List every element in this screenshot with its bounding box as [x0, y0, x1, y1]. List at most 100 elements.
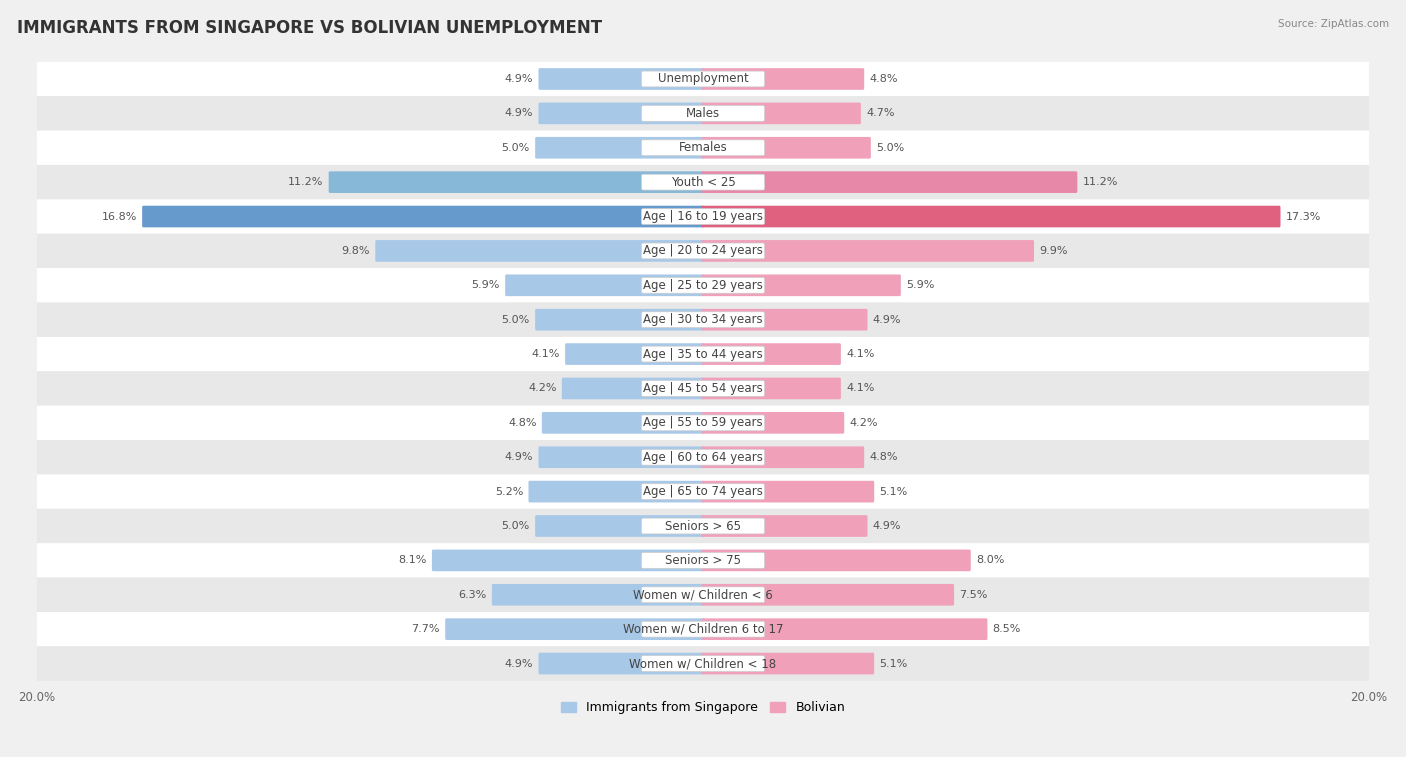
- Text: 4.8%: 4.8%: [869, 452, 898, 463]
- FancyBboxPatch shape: [702, 550, 970, 572]
- FancyBboxPatch shape: [641, 587, 765, 603]
- FancyBboxPatch shape: [641, 656, 765, 671]
- Text: 16.8%: 16.8%: [101, 211, 136, 222]
- FancyBboxPatch shape: [702, 275, 901, 296]
- Text: 4.9%: 4.9%: [505, 108, 533, 118]
- FancyBboxPatch shape: [37, 130, 1369, 165]
- FancyBboxPatch shape: [702, 584, 955, 606]
- Text: IMMIGRANTS FROM SINGAPORE VS BOLIVIAN UNEMPLOYMENT: IMMIGRANTS FROM SINGAPORE VS BOLIVIAN UN…: [17, 19, 602, 37]
- FancyBboxPatch shape: [702, 412, 844, 434]
- FancyBboxPatch shape: [37, 612, 1369, 646]
- Text: 4.2%: 4.2%: [529, 384, 557, 394]
- FancyBboxPatch shape: [37, 199, 1369, 234]
- FancyBboxPatch shape: [529, 481, 704, 503]
- FancyBboxPatch shape: [37, 578, 1369, 612]
- FancyBboxPatch shape: [562, 378, 704, 399]
- FancyBboxPatch shape: [702, 343, 841, 365]
- FancyBboxPatch shape: [641, 312, 765, 328]
- FancyBboxPatch shape: [541, 412, 704, 434]
- FancyBboxPatch shape: [505, 275, 704, 296]
- Text: 4.8%: 4.8%: [508, 418, 537, 428]
- FancyBboxPatch shape: [702, 137, 870, 158]
- FancyBboxPatch shape: [641, 415, 765, 431]
- FancyBboxPatch shape: [641, 71, 765, 87]
- Text: Age | 25 to 29 years: Age | 25 to 29 years: [643, 279, 763, 291]
- Text: Males: Males: [686, 107, 720, 120]
- FancyBboxPatch shape: [37, 646, 1369, 681]
- Text: 8.5%: 8.5%: [993, 625, 1021, 634]
- Text: 6.3%: 6.3%: [458, 590, 486, 600]
- FancyBboxPatch shape: [536, 137, 704, 158]
- Text: 4.1%: 4.1%: [846, 384, 875, 394]
- Text: 5.9%: 5.9%: [471, 280, 501, 290]
- FancyBboxPatch shape: [641, 209, 765, 224]
- FancyBboxPatch shape: [37, 268, 1369, 303]
- Text: Age | 30 to 34 years: Age | 30 to 34 years: [643, 313, 763, 326]
- FancyBboxPatch shape: [702, 206, 1281, 227]
- FancyBboxPatch shape: [641, 450, 765, 465]
- Text: Age | 16 to 19 years: Age | 16 to 19 years: [643, 210, 763, 223]
- Text: 8.0%: 8.0%: [976, 556, 1004, 565]
- Text: 5.0%: 5.0%: [502, 315, 530, 325]
- Text: 9.8%: 9.8%: [342, 246, 370, 256]
- Text: 17.3%: 17.3%: [1286, 211, 1322, 222]
- FancyBboxPatch shape: [37, 544, 1369, 578]
- FancyBboxPatch shape: [375, 240, 704, 262]
- FancyBboxPatch shape: [641, 621, 765, 637]
- Text: Seniors > 75: Seniors > 75: [665, 554, 741, 567]
- Text: 4.9%: 4.9%: [873, 521, 901, 531]
- FancyBboxPatch shape: [37, 406, 1369, 440]
- FancyBboxPatch shape: [37, 303, 1369, 337]
- Text: Women w/ Children < 18: Women w/ Children < 18: [630, 657, 776, 670]
- FancyBboxPatch shape: [702, 653, 875, 674]
- Text: 4.9%: 4.9%: [505, 659, 533, 668]
- Text: 5.0%: 5.0%: [502, 521, 530, 531]
- FancyBboxPatch shape: [641, 277, 765, 293]
- Text: 11.2%: 11.2%: [1083, 177, 1118, 187]
- Text: 8.1%: 8.1%: [398, 556, 426, 565]
- FancyBboxPatch shape: [538, 447, 704, 468]
- Text: 7.5%: 7.5%: [959, 590, 988, 600]
- Text: Youth < 25: Youth < 25: [671, 176, 735, 188]
- Text: Women w/ Children < 6: Women w/ Children < 6: [633, 588, 773, 601]
- Text: 5.0%: 5.0%: [876, 143, 904, 153]
- Text: 4.2%: 4.2%: [849, 418, 877, 428]
- FancyBboxPatch shape: [538, 68, 704, 90]
- FancyBboxPatch shape: [641, 105, 765, 121]
- FancyBboxPatch shape: [641, 553, 765, 569]
- FancyBboxPatch shape: [536, 309, 704, 331]
- FancyBboxPatch shape: [142, 206, 704, 227]
- FancyBboxPatch shape: [641, 174, 765, 190]
- FancyBboxPatch shape: [702, 68, 865, 90]
- FancyBboxPatch shape: [37, 475, 1369, 509]
- Text: Seniors > 65: Seniors > 65: [665, 519, 741, 532]
- Text: 5.2%: 5.2%: [495, 487, 523, 497]
- Text: 4.9%: 4.9%: [505, 452, 533, 463]
- FancyBboxPatch shape: [329, 171, 704, 193]
- Text: 4.9%: 4.9%: [873, 315, 901, 325]
- Text: 5.0%: 5.0%: [502, 143, 530, 153]
- Legend: Immigrants from Singapore, Bolivian: Immigrants from Singapore, Bolivian: [561, 701, 845, 715]
- FancyBboxPatch shape: [702, 447, 865, 468]
- FancyBboxPatch shape: [37, 371, 1369, 406]
- Text: 5.9%: 5.9%: [905, 280, 935, 290]
- Text: 9.9%: 9.9%: [1039, 246, 1069, 256]
- FancyBboxPatch shape: [432, 550, 704, 572]
- Text: Age | 55 to 59 years: Age | 55 to 59 years: [643, 416, 763, 429]
- Text: 7.7%: 7.7%: [412, 625, 440, 634]
- Text: 4.1%: 4.1%: [531, 349, 560, 359]
- FancyBboxPatch shape: [37, 62, 1369, 96]
- Text: Age | 60 to 64 years: Age | 60 to 64 years: [643, 450, 763, 464]
- Text: Females: Females: [679, 142, 727, 154]
- FancyBboxPatch shape: [702, 309, 868, 331]
- FancyBboxPatch shape: [702, 516, 868, 537]
- FancyBboxPatch shape: [492, 584, 704, 606]
- FancyBboxPatch shape: [538, 102, 704, 124]
- Text: Age | 65 to 74 years: Age | 65 to 74 years: [643, 485, 763, 498]
- Text: Age | 20 to 24 years: Age | 20 to 24 years: [643, 245, 763, 257]
- Text: Women w/ Children 6 to 17: Women w/ Children 6 to 17: [623, 623, 783, 636]
- FancyBboxPatch shape: [702, 240, 1033, 262]
- FancyBboxPatch shape: [536, 516, 704, 537]
- FancyBboxPatch shape: [641, 140, 765, 156]
- FancyBboxPatch shape: [702, 378, 841, 399]
